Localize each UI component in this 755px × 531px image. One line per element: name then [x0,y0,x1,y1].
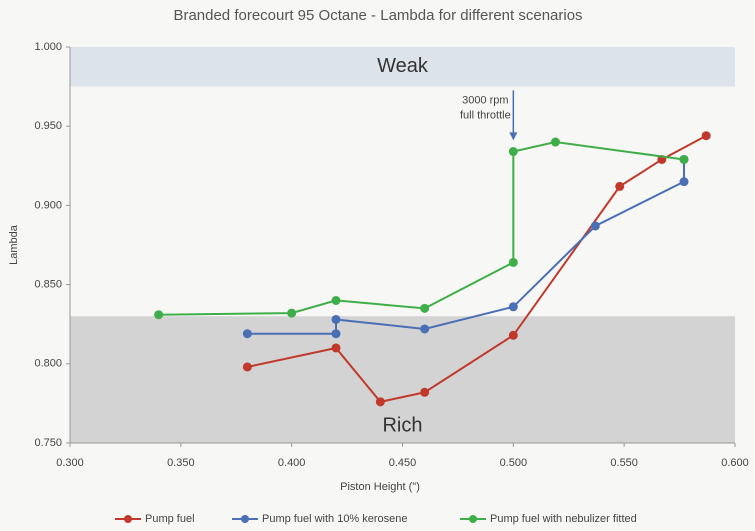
legend-marker [241,515,249,523]
data-point [508,147,518,157]
data-point [550,137,560,147]
data-point [375,397,385,407]
data-point [331,329,341,339]
data-point [420,387,430,397]
legend-marker [469,515,477,523]
region-band [70,47,735,87]
data-point [154,310,164,320]
data-point [331,295,341,305]
data-point [508,257,518,267]
y-tick-label: 1.000 [34,41,62,53]
x-axis-label: Piston Height (") [340,481,420,493]
x-tick-label: 0.400 [278,457,306,469]
data-point [679,177,689,187]
x-tick-label: 0.350 [167,457,195,469]
region-band [70,316,735,443]
data-point [701,131,711,141]
y-tick-label: 0.950 [34,120,62,132]
data-point [508,302,518,312]
legend-marker [124,515,132,523]
legend-label: Pump fuel with nebulizer fitted [490,513,637,525]
data-point [287,308,297,318]
y-tick-label: 0.800 [34,358,62,370]
annotation-text: full throttle [460,109,511,121]
data-point [508,330,518,340]
x-tick-label: 0.550 [610,457,638,469]
data-point [590,221,600,231]
y-axis-label: Lambda [8,224,20,265]
y-tick-label: 0.900 [34,199,62,211]
region-label: Weak [377,55,429,77]
series-line [158,141,685,316]
legend-label: Pump fuel [145,513,195,525]
data-point [242,362,252,372]
x-tick-label: 0.450 [389,457,417,469]
data-point [242,329,252,339]
legend-label: Pump fuel with 10% kerosene [262,513,408,525]
series-line [247,134,707,403]
x-tick-label: 0.300 [56,457,84,469]
x-tick-label: 0.500 [500,457,528,469]
annotation-arrowhead [509,132,518,141]
region-label: Rich [382,414,422,436]
annotation-text: 3000 rpm [462,94,508,106]
x-tick-label: 0.600 [721,457,749,469]
y-tick-label: 0.850 [34,279,62,291]
y-tick-label: 0.750 [34,437,62,449]
data-point [331,314,341,324]
data-point [331,343,341,353]
chart-title: Branded forecourt 95 Octane - Lambda for… [173,7,582,24]
data-point [615,181,625,191]
data-point [420,303,430,313]
data-point [420,324,430,334]
data-point [679,154,689,164]
